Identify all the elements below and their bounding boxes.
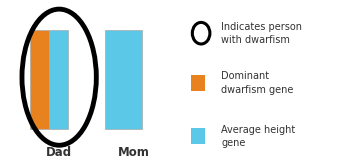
Text: Dad: Dad	[46, 146, 72, 159]
Text: Dominant
dwarfism gene: Dominant dwarfism gene	[221, 71, 294, 95]
Text: Average height
gene: Average height gene	[221, 124, 296, 148]
FancyBboxPatch shape	[191, 128, 205, 144]
Text: Mom: Mom	[118, 146, 149, 159]
Text: Indicates person
with dwarfism: Indicates person with dwarfism	[221, 22, 303, 45]
FancyBboxPatch shape	[49, 30, 68, 129]
FancyBboxPatch shape	[105, 30, 123, 129]
FancyBboxPatch shape	[123, 30, 142, 129]
FancyBboxPatch shape	[191, 75, 205, 91]
FancyBboxPatch shape	[30, 30, 49, 129]
